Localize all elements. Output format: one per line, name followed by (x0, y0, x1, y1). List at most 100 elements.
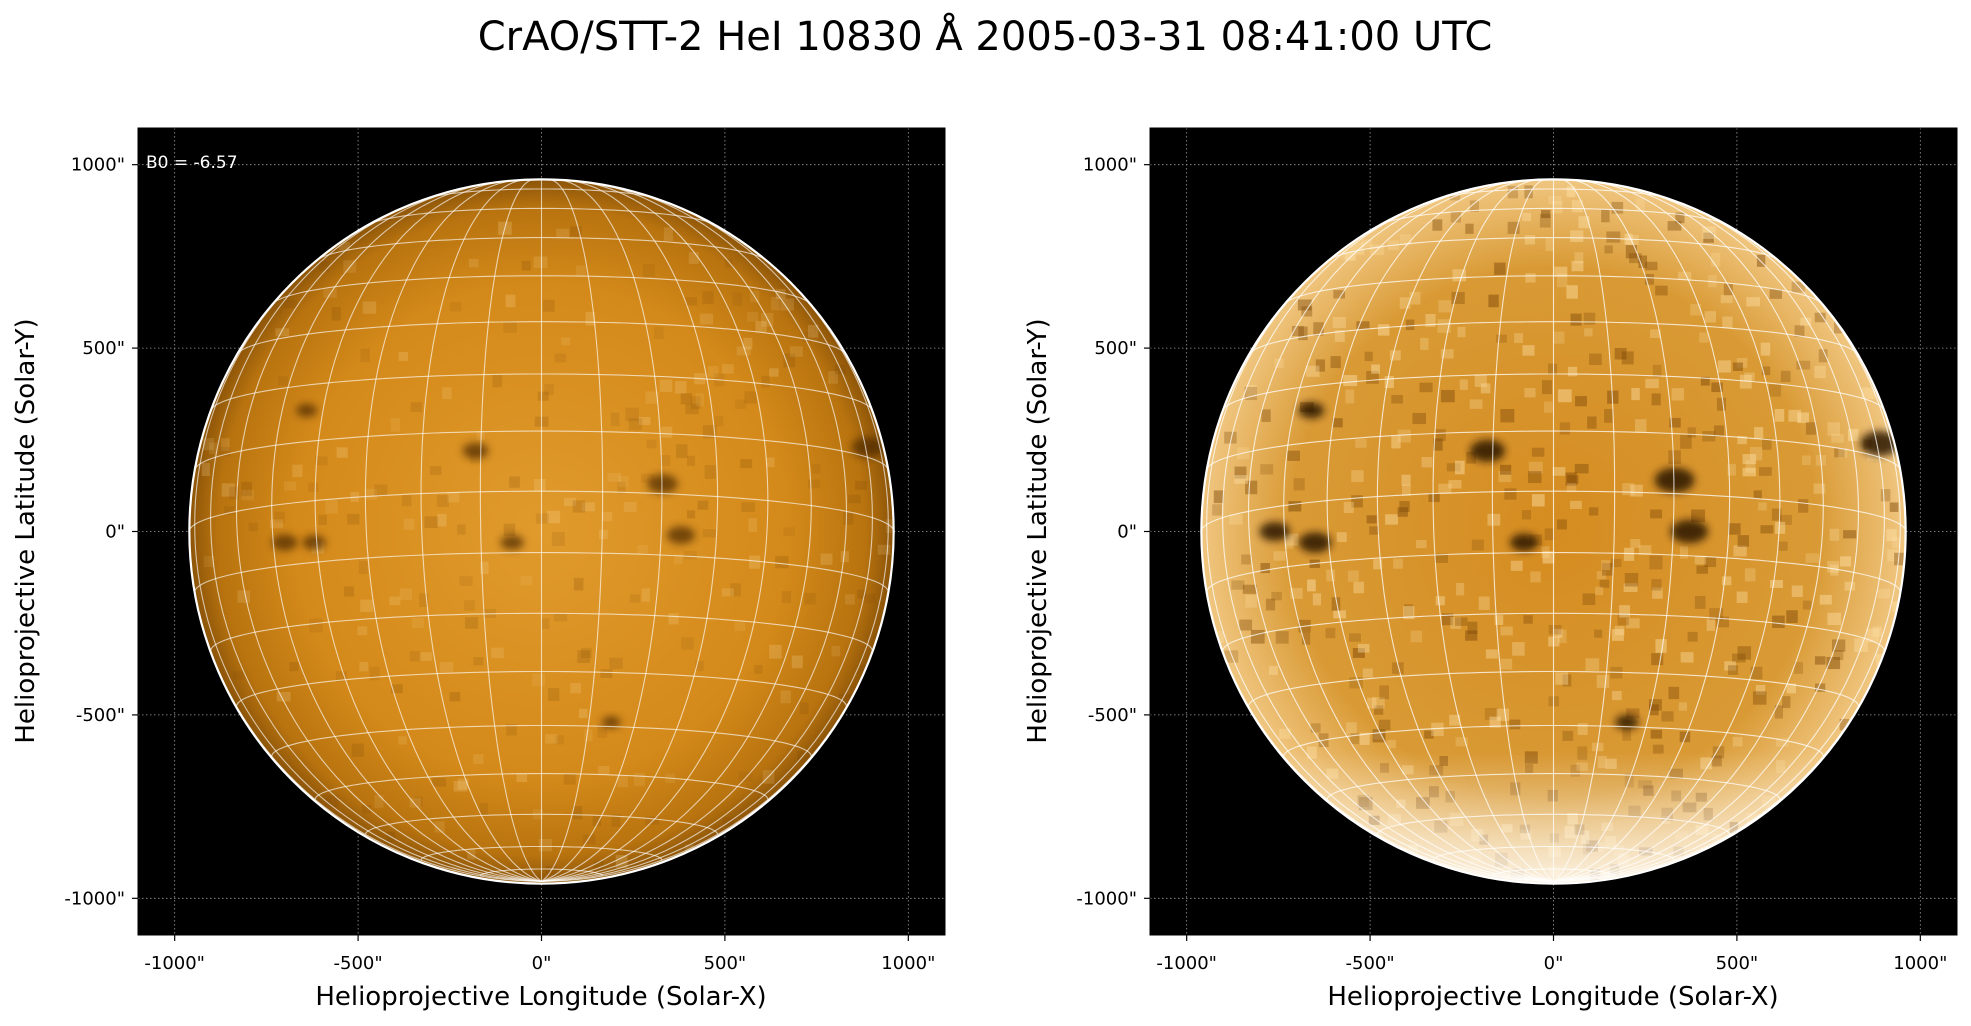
disk-mottle (237, 590, 251, 603)
right-x-ticks: -1000" -500" 0" 500" 1000" (1156, 935, 1947, 974)
disk-mottle (1800, 317, 1812, 326)
disk-mottle (1606, 231, 1621, 243)
disk-mottle (1652, 587, 1663, 599)
disk-mottle (1351, 495, 1363, 508)
dark-feature (601, 716, 621, 729)
x-tick-label: -500" (334, 953, 383, 974)
disk-mottle (1547, 363, 1558, 375)
disk-mottle (1469, 200, 1479, 212)
disk-mottle (1724, 661, 1736, 671)
disk-mottle (1347, 570, 1359, 582)
disk-mottle (318, 261, 330, 272)
disk-mottle (1621, 351, 1634, 365)
disk-mottle (625, 407, 639, 422)
disk-mottle (1435, 429, 1446, 442)
disk-mottle (1622, 728, 1632, 741)
disk-mottle (855, 480, 867, 490)
disk-mottle (735, 399, 747, 409)
disk-mottle (1457, 326, 1466, 338)
disk-mottle (1651, 579, 1662, 591)
latitude-line (1376, 813, 1731, 835)
disk-mottle (579, 708, 588, 719)
disk-mottle (799, 702, 809, 715)
dark-feature (1259, 521, 1290, 542)
disk-mottle (449, 692, 461, 702)
disk-mottle (808, 324, 819, 338)
disk-mottle (1711, 382, 1723, 393)
y-tick-label: 0" (1117, 522, 1137, 543)
disk-mottle (1839, 556, 1852, 567)
disk-mottle (1651, 393, 1661, 406)
disk-mottle (1889, 502, 1899, 512)
dark-feature (302, 535, 326, 550)
disk-mottle (224, 506, 235, 515)
disk-mottle (1575, 396, 1587, 407)
disk-mottle (791, 655, 803, 669)
disk-mottle (1678, 702, 1687, 711)
disk-mottle (1250, 629, 1265, 644)
disk-mottle (1775, 737, 1789, 747)
x-tick-label: 0" (532, 953, 552, 974)
disk-mottle (434, 821, 445, 833)
disk-mottle (1496, 708, 1510, 721)
disk-mottle (399, 588, 412, 600)
disk-mottle (855, 664, 867, 674)
disk-mottle (615, 855, 628, 869)
disk-mottle (309, 618, 323, 633)
disk-mottle (533, 478, 546, 492)
disk-mottle (1556, 273, 1568, 288)
disk-mottle (576, 265, 586, 277)
disk-mottle (442, 387, 452, 400)
disk-mottle (1566, 285, 1578, 299)
disk-mottle (581, 647, 592, 659)
disk-mottle (1713, 425, 1724, 437)
disk-mottle (1331, 597, 1341, 611)
disk-mottle (1356, 321, 1370, 330)
disk-mottle (545, 734, 558, 744)
disk-mottle (675, 444, 688, 459)
latitude-line (1491, 868, 1616, 876)
disk-mottle (1241, 554, 1251, 565)
disk-mottle (1301, 632, 1311, 645)
disk-mottle (1265, 598, 1276, 611)
disk-mottle (1391, 394, 1403, 404)
disk-mottle (1271, 591, 1282, 601)
disk-mottle (1737, 646, 1752, 660)
disk-mottle (209, 442, 218, 454)
disk-mottle (740, 459, 753, 469)
disk-mottle (1359, 732, 1370, 745)
disk-mottle (1293, 478, 1305, 491)
disk-mottle (1412, 412, 1426, 425)
disk-mottle (1402, 484, 1411, 496)
disk-mottle (1450, 211, 1461, 223)
disk-mottle (1556, 519, 1567, 530)
disk-mottle (1831, 433, 1844, 443)
disk-mottle (570, 683, 582, 694)
disk-mottle (1596, 571, 1607, 580)
disk-mottle (1798, 499, 1809, 513)
disk-mottle (551, 532, 565, 547)
disk-mottle (1644, 274, 1654, 285)
disk-mottle (1325, 627, 1336, 639)
disk-mottle (714, 416, 724, 427)
disk-mottle (1625, 245, 1638, 259)
disk-mottle (351, 743, 364, 757)
disk-mottle (1596, 675, 1610, 688)
disk-mottle (1833, 650, 1844, 661)
disk-mottle (553, 613, 568, 622)
disk-mottle (241, 481, 252, 496)
disk-mottle (839, 694, 852, 704)
disk-mottle (1500, 658, 1513, 670)
disk-mottle (492, 374, 503, 388)
disk-mottle (734, 621, 746, 632)
longitude-line (1376, 179, 1554, 882)
disk-mottle (783, 527, 796, 536)
disk-mottle (1555, 672, 1569, 685)
disk-mottle (771, 296, 780, 311)
disk-mottle (1371, 364, 1380, 374)
disk-mottle (1484, 707, 1498, 720)
disk-mottle (1700, 376, 1710, 386)
disk-mottle (1330, 356, 1341, 369)
disk-mottle (1571, 260, 1584, 272)
disk-mottle (1648, 699, 1662, 711)
